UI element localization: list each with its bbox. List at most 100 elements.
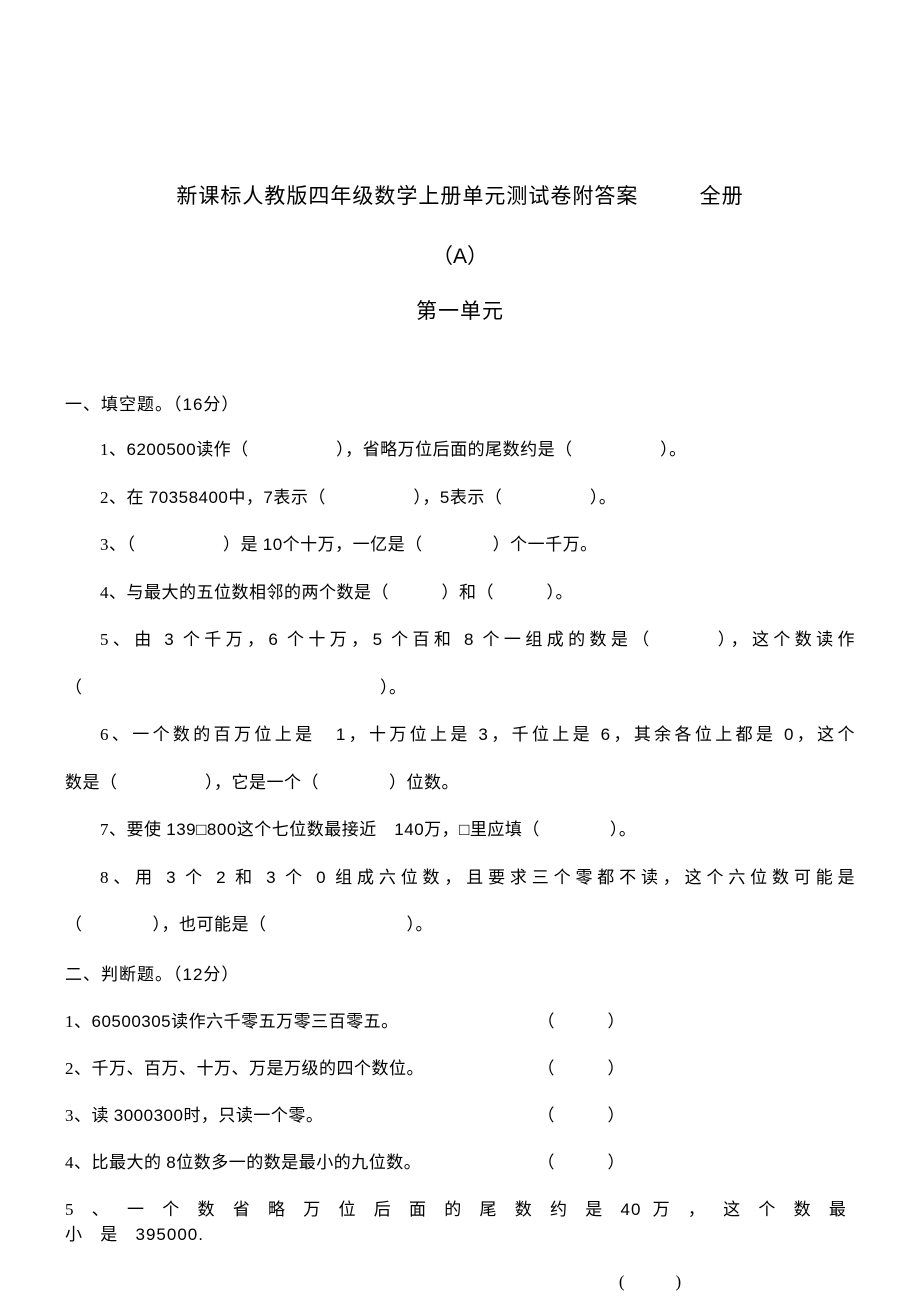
- q5-p4: 个百和: [383, 630, 464, 649]
- q7-p1: 7、要使: [100, 820, 166, 839]
- section1-suffix: 分）: [203, 395, 239, 414]
- j4: 4、比最大的 8位数多一的数是最小的九位数。 （ ）: [65, 1148, 855, 1173]
- q8-p3: 和: [226, 868, 266, 887]
- q8-p1: 8、用: [100, 868, 166, 887]
- q6-p4: ，其余各位上都是: [611, 725, 784, 744]
- q6-n3: 6: [601, 725, 611, 744]
- section2-num: 12: [183, 965, 204, 984]
- q6: 6、一个数的百万位上是 1，十万位上是 3，千位上是 6，其余各位上都是 0，这…: [65, 722, 855, 748]
- q3: 3、（ ）是 10个十万，一亿是（ ）个一千万。: [65, 532, 855, 558]
- q7-n2: 800: [207, 820, 237, 839]
- j2-text: 2、千万、百万、十万、万是万级的四个数位。: [65, 1054, 424, 1079]
- q2: 2、在 70358400中，7表示（ ），5表示（ ）。: [65, 485, 855, 511]
- q2-n2: 7: [263, 488, 273, 507]
- q2-p3: 表示（ ），: [273, 488, 440, 507]
- j5-n2: 395000.: [136, 1225, 204, 1244]
- q3-p2: 个十万，一亿是（ ）个一千万。: [283, 535, 598, 554]
- j3-n1: 3000300: [114, 1106, 184, 1125]
- q6-p2: ，十万位上是: [346, 725, 479, 744]
- j3-p1: 3、读: [65, 1106, 114, 1125]
- q5-n4: 8: [464, 630, 474, 649]
- letter-a: A: [453, 245, 467, 268]
- q6-p5: ，这个: [794, 725, 855, 744]
- q6-p1: 6、一个数的百万位上是: [100, 725, 336, 744]
- q7: 7、要使 139□800这个七位数最接近 140万，□里应填（ ）。: [65, 817, 855, 843]
- j4-paren: （ ）: [538, 1148, 856, 1173]
- j4-p2: 位数多一的数是最小的九位数。: [176, 1153, 421, 1172]
- q6-n1: 1: [336, 725, 346, 744]
- q2-n1: 70358400: [149, 488, 229, 507]
- q3-n1: 10: [263, 535, 283, 554]
- j2: 2、千万、百万、十万、万是万级的四个数位。 （ ）: [65, 1054, 855, 1079]
- q8-n4: 0: [316, 868, 326, 887]
- q2-p4: 表示（ ）。: [450, 488, 617, 507]
- q8-p2: 个: [176, 868, 216, 887]
- j1-paren: （ ）: [538, 1007, 856, 1032]
- q7-p2: □: [196, 820, 207, 839]
- q8-n3: 3: [266, 868, 276, 887]
- q1-n1: 6200500: [127, 440, 197, 459]
- title-right: 全册: [700, 180, 744, 210]
- q1-p1: 1、: [100, 440, 127, 459]
- q8-n2: 2: [216, 868, 226, 887]
- title-main: 新课标人教版四年级数学上册单元测试卷附答案: [176, 180, 638, 210]
- q5-p1: 5、由: [100, 630, 164, 649]
- paren-open: （: [432, 244, 453, 268]
- q8-p5: 组成六位数，且要求三个零都不读，这个六位数可能是: [326, 868, 855, 887]
- q5-n3: 5: [373, 630, 383, 649]
- j1-text: 1、60500305读作六千零五万零三百零五。: [65, 1007, 399, 1032]
- j5: 5 、 一 个 数 省 略 万 位 后 面 的 尾 数 约 是 40 万 ， 这…: [65, 1195, 855, 1245]
- q5: 5、由 3 个千万，6 个十万，5 个百和 8 个一组成的数是（ ），这个数读作: [65, 627, 855, 653]
- section1-num: 16: [183, 395, 204, 414]
- q8-p4: 个: [276, 868, 316, 887]
- j3-paren: （ ）: [538, 1101, 856, 1126]
- j5-paren: ( ): [65, 1267, 855, 1292]
- section2-prefix: 二、判断题。（: [65, 965, 183, 984]
- q2-n3: 5: [440, 488, 450, 507]
- q7-n1: 139: [166, 820, 196, 839]
- q5-n1: 3: [164, 630, 174, 649]
- q8-cont: （ ），也可能是（ ）。: [65, 912, 855, 938]
- section1-prefix: 一、填空题。（: [65, 395, 183, 414]
- q6-n4: 0: [784, 725, 794, 744]
- q7-n3: 140: [394, 820, 424, 839]
- q5-p3: 个十万，: [278, 630, 372, 649]
- q7-p3: 这个七位数最接近: [237, 820, 395, 839]
- page: 新课标人教版四年级数学上册单元测试卷附答案 全册 （A） 第一单元 一、填空题。…: [0, 0, 920, 1301]
- q5-p5: 个一组成的数是（ ），这个数读作: [474, 630, 855, 649]
- section2-suffix: 分）: [203, 965, 239, 984]
- q6-n2: 3: [478, 725, 488, 744]
- title-unit: 第一单元: [65, 295, 855, 325]
- section2-head: 二、判断题。（12分）: [65, 960, 855, 985]
- j1-n1: 60500305: [92, 1012, 172, 1031]
- j1-p1: 1、: [65, 1012, 92, 1031]
- q1-p2: 读作（ ），省略万位后面的尾数约是（ ）。: [196, 440, 687, 459]
- j5-p1: 5 、 一 个 数 省 略 万 位 后 面 的 尾 数 约 是: [65, 1200, 621, 1219]
- q5-n2: 6: [268, 630, 278, 649]
- j3-p2: 时，只读一个零。: [183, 1106, 323, 1125]
- title-row: 新课标人教版四年级数学上册单元测试卷附答案 全册: [65, 180, 855, 210]
- q6-cont: 数是（ ），它是一个（ ）位数。: [65, 770, 855, 796]
- q8: 8、用 3 个 2 和 3 个 0 组成六位数，且要求三个零都不读，这个六位数可…: [65, 865, 855, 891]
- q1: 1、6200500读作（ ），省略万位后面的尾数约是（ ）。: [65, 437, 855, 463]
- title-letter: （A）: [65, 240, 855, 270]
- j1-p2: 读作六千零五万零三百零五。: [171, 1012, 399, 1031]
- j4-text: 4、比最大的 8位数多一的数是最小的九位数。: [65, 1148, 421, 1173]
- j5-n1: 40: [621, 1200, 642, 1219]
- q3-p1: 3、（ ）是: [100, 535, 263, 554]
- q8-n1: 3: [166, 868, 176, 887]
- q5-cont: （ ）。: [65, 675, 855, 701]
- q4: 4、与最大的五位数相邻的两个数是（ ）和（ ）。: [65, 580, 855, 606]
- j2-paren: （ ）: [538, 1054, 856, 1079]
- q2-p1: 2、在: [100, 488, 149, 507]
- section1-head: 一、填空题。（16分）: [65, 390, 855, 415]
- j3: 3、读 3000300时，只读一个零。 （ ）: [65, 1101, 855, 1126]
- q7-p4: 万，□里应填（ ）。: [424, 820, 636, 839]
- j1: 1、60500305读作六千零五万零三百零五。 （ ）: [65, 1007, 855, 1032]
- q2-p2: 中，: [228, 488, 263, 507]
- q6-p3: ，千位上是: [488, 725, 600, 744]
- paren-close: ）: [467, 244, 488, 268]
- j3-text: 3、读 3000300时，只读一个零。: [65, 1101, 323, 1126]
- q5-p2: 个千万，: [174, 630, 268, 649]
- j4-p1: 4、比最大的: [65, 1153, 166, 1172]
